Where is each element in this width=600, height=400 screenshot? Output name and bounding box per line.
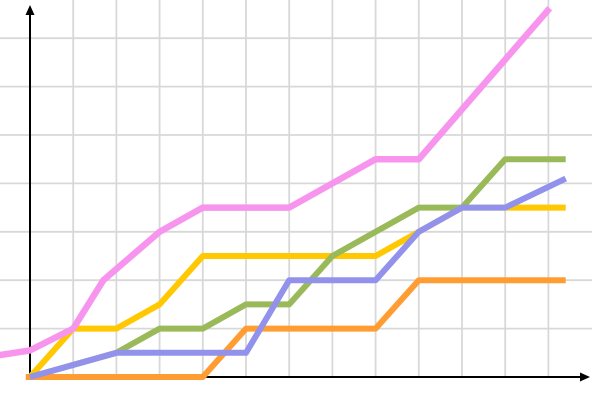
series-blue-line [29,175,567,380]
grid [0,0,592,377]
x-axis-arrowhead-icon [580,372,590,382]
series-orange-line [25,277,566,380]
y-axis-arrowhead-icon [25,5,35,15]
series-green-line [29,156,566,380]
series-pink-line [0,6,553,359]
